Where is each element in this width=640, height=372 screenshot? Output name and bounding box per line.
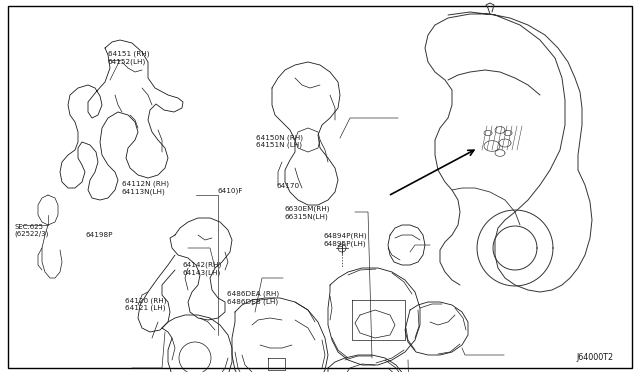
Text: 64198P: 64198P	[85, 232, 113, 238]
Text: 64142(RH)
64143(LH): 64142(RH) 64143(LH)	[182, 262, 221, 276]
Text: 64150N (RH)
64151N (LH): 64150N (RH) 64151N (LH)	[256, 134, 303, 148]
Text: SEC.625
(62522/3): SEC.625 (62522/3)	[14, 224, 49, 237]
Text: 64170: 64170	[276, 183, 300, 189]
Text: 64151 (RH)
64152(LH): 64151 (RH) 64152(LH)	[108, 51, 149, 65]
Text: 64894P(RH)
64895P(LH): 64894P(RH) 64895P(LH)	[323, 233, 367, 247]
Text: 64112N (RH)
64113N(LH): 64112N (RH) 64113N(LH)	[122, 181, 168, 195]
Text: 64120 (RH)
64121 (LH): 64120 (RH) 64121 (LH)	[125, 297, 167, 311]
Text: 6630EM(RH)
66315N(LH): 6630EM(RH) 66315N(LH)	[285, 206, 330, 220]
Text: 6486DEA (RH)
6486DEB (LH): 6486DEA (RH) 6486DEB (LH)	[227, 291, 279, 305]
Text: 6410)F: 6410)F	[218, 187, 243, 194]
Text: J64000T2: J64000T2	[576, 353, 613, 362]
